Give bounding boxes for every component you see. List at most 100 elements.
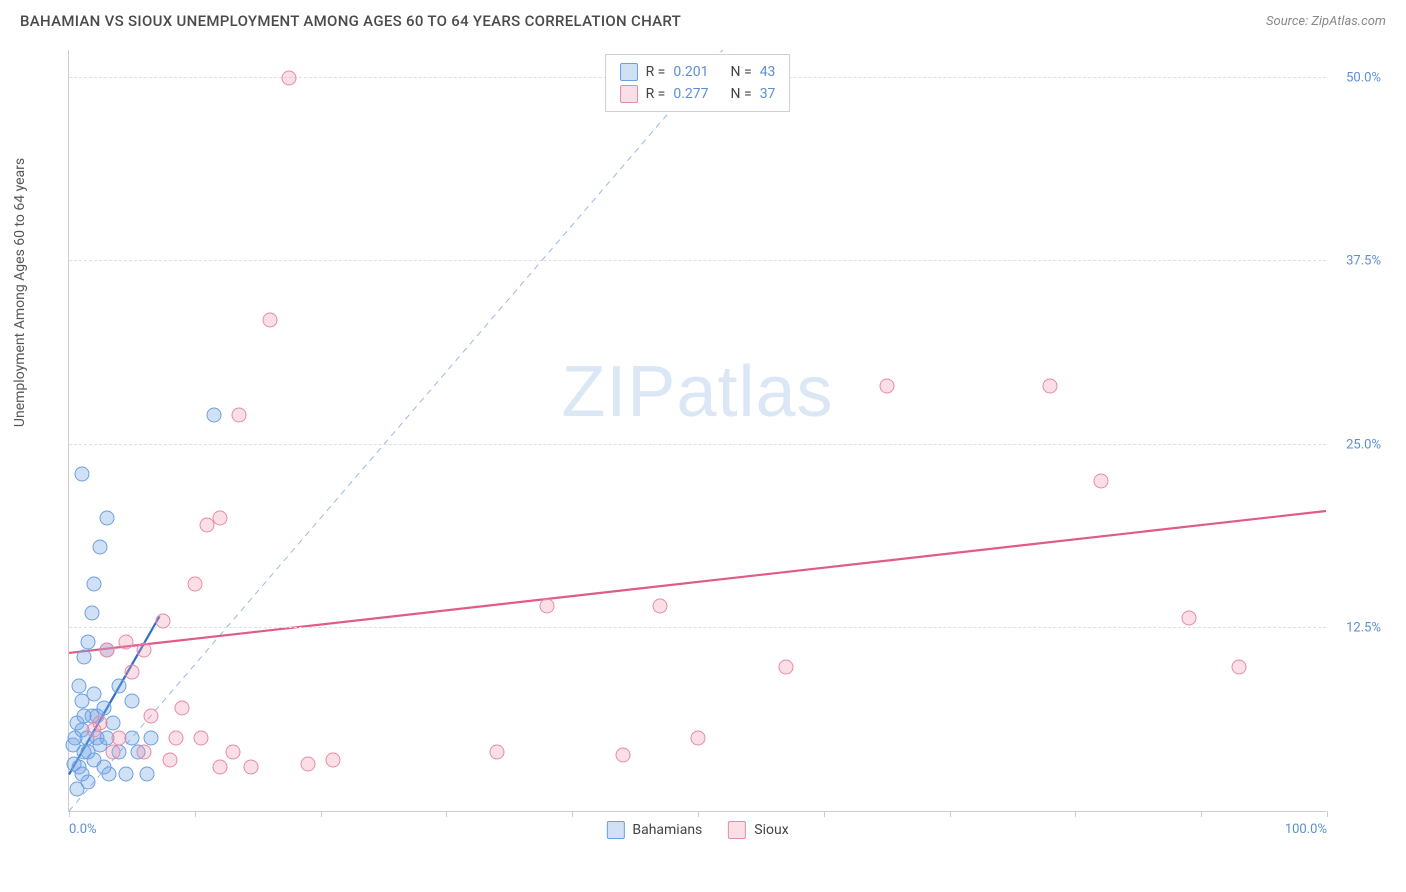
- chart-header: BAHAMIAN VS SIOUX UNEMPLOYMENT AMONG AGE…: [0, 0, 1406, 38]
- data-point: [112, 679, 127, 694]
- data-point: [168, 730, 183, 745]
- y-tick-label: 25.0%: [1346, 437, 1381, 452]
- y-tick-label: 12.5%: [1346, 620, 1381, 635]
- legend-item: Bahamians: [606, 821, 702, 839]
- data-point: [653, 598, 668, 613]
- data-point: [1093, 474, 1108, 489]
- data-point: [87, 686, 102, 701]
- data-point: [263, 313, 278, 328]
- data-point: [74, 466, 89, 481]
- data-point: [69, 782, 84, 797]
- x-tick: [572, 811, 573, 817]
- y-tick-label: 50.0%: [1346, 71, 1381, 86]
- r-label: R =: [646, 64, 666, 80]
- data-point: [175, 701, 190, 716]
- x-tick: [321, 811, 322, 817]
- data-point: [118, 635, 133, 650]
- data-point: [77, 650, 92, 665]
- data-point: [143, 708, 158, 723]
- data-point: [212, 760, 227, 775]
- data-point: [194, 730, 209, 745]
- x-tick-label: 100.0%: [1285, 822, 1327, 837]
- data-point: [143, 730, 158, 745]
- x-tick: [446, 811, 447, 817]
- data-point: [326, 752, 341, 767]
- x-tick: [950, 811, 951, 817]
- data-point: [1231, 660, 1246, 675]
- plot-area: ZIPatlas R =0.201N =43R =0.277N =37 Baha…: [68, 50, 1326, 812]
- data-point: [879, 379, 894, 394]
- legend-item: Sioux: [728, 821, 788, 839]
- data-point: [118, 767, 133, 782]
- n-label: N =: [731, 64, 752, 80]
- n-value: 37: [760, 86, 776, 102]
- data-point: [77, 708, 92, 723]
- data-point: [244, 760, 259, 775]
- data-point: [206, 408, 221, 423]
- data-point: [97, 760, 112, 775]
- legend-swatch: [606, 821, 624, 839]
- watermark: ZIPatlas: [561, 351, 833, 433]
- legend-stat-row: R = 0.201 N = 43: [620, 61, 776, 83]
- x-tick: [698, 811, 699, 817]
- r-value: 0.277: [673, 86, 708, 102]
- data-point: [72, 679, 87, 694]
- r-label: R =: [646, 86, 666, 102]
- x-tick: [195, 811, 196, 817]
- data-point: [156, 613, 171, 628]
- data-point: [137, 745, 152, 760]
- data-point: [93, 540, 108, 555]
- legend-swatch: [728, 821, 746, 839]
- legend-swatch: [620, 63, 638, 81]
- x-tick-label: 0.0%: [69, 822, 97, 837]
- data-point: [691, 730, 706, 745]
- series-legend: Bahamians Sioux: [606, 821, 788, 839]
- data-point: [1043, 379, 1058, 394]
- data-point: [615, 748, 630, 763]
- data-point: [124, 664, 139, 679]
- data-point: [99, 510, 114, 525]
- y-axis-label: Unemployment Among Ages 60 to 64 years: [12, 158, 28, 427]
- gridline: [69, 260, 1326, 261]
- data-point: [80, 635, 95, 650]
- data-point: [67, 757, 82, 772]
- data-point: [301, 757, 316, 772]
- n-value: 43: [760, 64, 776, 80]
- correlation-legend: R =0.201N =43R =0.277N =37: [605, 54, 791, 112]
- r-value: 0.201: [673, 64, 708, 80]
- data-point: [84, 606, 99, 621]
- data-point: [106, 745, 121, 760]
- gridline: [69, 444, 1326, 445]
- data-point: [282, 71, 297, 86]
- data-point: [225, 745, 240, 760]
- gridline: [69, 627, 1326, 628]
- data-point: [231, 408, 246, 423]
- y-tick-label: 37.5%: [1346, 254, 1381, 269]
- x-tick: [1201, 811, 1202, 817]
- source-attribution: Source: ZipAtlas.com: [1266, 14, 1386, 29]
- data-point: [1181, 610, 1196, 625]
- legend-stat-row: R =0.277N =37: [620, 83, 776, 105]
- data-point: [779, 660, 794, 675]
- data-point: [87, 723, 102, 738]
- data-point: [99, 642, 114, 657]
- data-point: [540, 598, 555, 613]
- x-tick: [1327, 811, 1328, 817]
- data-point: [212, 510, 227, 525]
- data-point: [489, 745, 504, 760]
- data-point: [162, 752, 177, 767]
- data-point: [139, 767, 154, 782]
- legend-label: Bahamians: [632, 822, 702, 838]
- data-point: [112, 730, 127, 745]
- chart-container: Unemployment Among Ages 60 to 64 years Z…: [48, 50, 1386, 842]
- data-point: [137, 642, 152, 657]
- legend-label: Sioux: [754, 822, 788, 838]
- x-tick: [69, 811, 70, 817]
- data-point: [124, 694, 139, 709]
- legend-swatch: [620, 85, 638, 103]
- x-tick: [824, 811, 825, 817]
- data-point: [187, 576, 202, 591]
- x-tick: [1075, 811, 1076, 817]
- chart-title: BAHAMIAN VS SIOUX UNEMPLOYMENT AMONG AGE…: [20, 12, 681, 30]
- data-point: [80, 745, 95, 760]
